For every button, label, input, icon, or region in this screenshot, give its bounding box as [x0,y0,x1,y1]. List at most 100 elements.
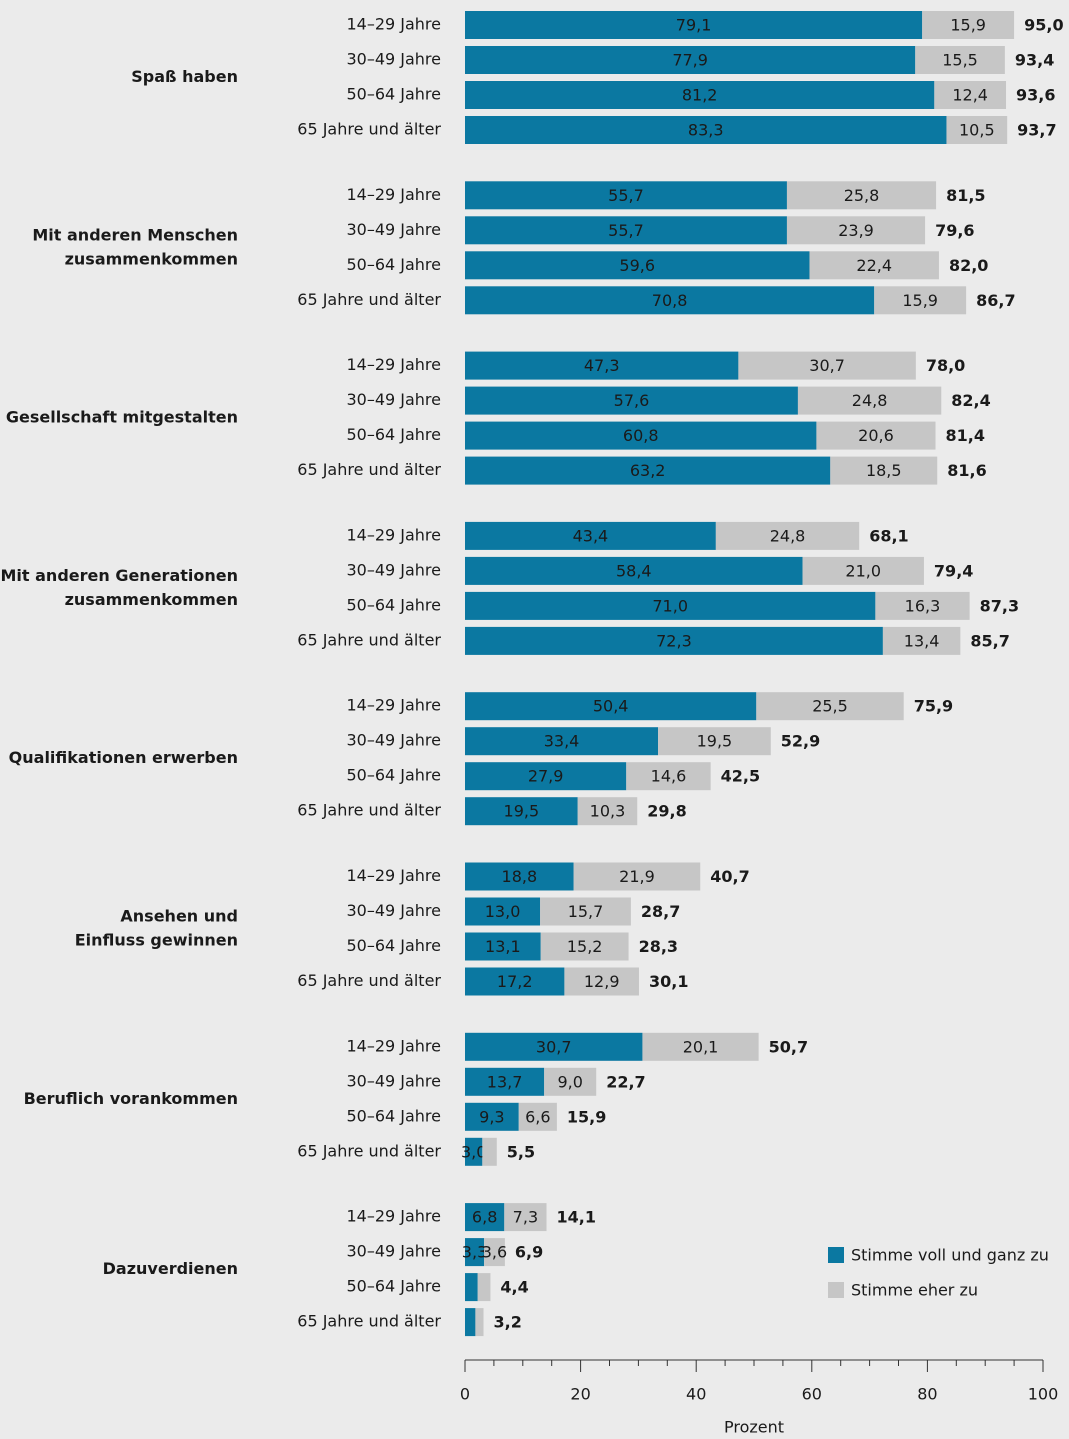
value-label: 7,3 [513,1208,538,1227]
bar-segment [475,1308,484,1337]
value-label: 83,3 [688,121,724,140]
value-label: 60,8 [623,426,659,445]
value-label: 16,3 [905,596,941,615]
total-label: 30,1 [649,972,688,991]
total-label: 52,9 [781,732,820,751]
bar-segment [465,81,935,109]
value-label: 3,6 [482,1243,507,1262]
value-label: 33,4 [544,732,580,751]
value-label: 13,0 [485,902,521,921]
total-label: 14,1 [556,1208,595,1227]
category-label: 50–64 Jahre [346,255,441,274]
value-label: 71,0 [652,596,688,615]
value-label: 20,6 [858,426,894,445]
category-label: 65 Jahre und älter [297,630,441,649]
group-label: Beruflich vorankommen [24,1089,238,1108]
value-label: 18,8 [502,867,538,886]
value-label: 59,6 [619,256,655,275]
bar-segment [465,386,798,415]
bar-segment [465,46,916,74]
category-label: 50–64 Jahre [346,936,441,955]
value-label: 13,4 [904,631,940,650]
bar-segment [934,81,1007,109]
total-label: 79,6 [935,221,974,240]
value-label: 63,2 [630,461,666,480]
value-label: 14,6 [651,767,687,786]
bar-segment [786,181,937,210]
x-tick-label: 40 [686,1385,706,1404]
value-label: 57,6 [614,391,650,410]
value-label: 55,7 [608,221,644,240]
value-label: 21,9 [619,867,655,886]
bar-segment [465,556,803,585]
value-label: 50,4 [593,697,629,716]
category-label: 30–49 Jahre [346,220,441,239]
value-label: 24,8 [770,526,806,545]
total-label: 93,7 [1017,121,1056,140]
bar-segment [465,692,757,721]
total-label: 6,9 [515,1243,543,1262]
bar-segment [465,1102,519,1131]
value-label: 12,9 [584,972,620,991]
category-label: 30–49 Jahre [346,560,441,579]
total-label: 3,2 [493,1313,521,1332]
total-label: 75,9 [914,697,953,716]
bar-segment [465,521,716,550]
bar-segment [465,727,659,756]
value-label: 6,6 [525,1107,550,1126]
category-label: 65 Jahre und älter [297,1141,441,1160]
value-label: 30,7 [809,356,845,375]
category-label: 50–64 Jahre [346,766,441,785]
value-label: 21,0 [845,561,881,580]
value-label: 79,1 [676,16,712,35]
value-label: 20,1 [683,1037,719,1056]
value-label: 58,4 [616,561,652,580]
value-label: 19,5 [697,732,733,751]
value-label: 47,3 [584,356,620,375]
bar-segment [465,897,541,926]
total-label: 5,5 [507,1142,535,1161]
category-label: 14–29 Jahre [346,1036,441,1055]
total-label: 93,4 [1015,51,1054,70]
category-label: 30–49 Jahre [346,731,441,750]
bar-segment [715,521,860,550]
bar-segment [482,1137,497,1166]
x-tick-label: 60 [802,1385,822,1404]
category-label: 65 Jahre und älter [297,1312,441,1331]
category-label: 30–49 Jahre [346,390,441,409]
value-label: 15,7 [568,902,604,921]
x-tick-label: 100 [1028,1385,1059,1404]
group-label: Einfluss gewinnen [75,931,238,950]
category-label: 14–29 Jahre [346,525,441,544]
value-label: 30,7 [536,1037,572,1056]
category-label: 14–29 Jahre [346,355,441,374]
bar-segment [465,456,831,485]
value-label: 3,3 [462,1243,487,1262]
total-label: 68,1 [869,526,908,545]
value-label: 72,3 [656,631,692,650]
bar-segment [465,286,875,315]
bar-segment [465,862,574,891]
x-tick-label: 20 [570,1385,590,1404]
value-label: 15,5 [942,51,978,70]
value-label: 10,3 [590,802,626,821]
group-label: Spaß haben [131,67,238,86]
total-label: 81,6 [947,461,986,480]
value-label: 13,1 [485,937,521,956]
value-label: 6,8 [472,1208,497,1227]
bar-segment [786,216,926,245]
category-label: 30–49 Jahre [346,901,441,920]
category-label: 14–29 Jahre [346,185,441,204]
group-label: Ansehen und [120,907,238,926]
bar-segment [504,1203,547,1232]
bar-segment [738,351,916,380]
category-label: 50–64 Jahre [346,595,441,614]
bar-segment [797,386,942,415]
bar-segment [465,1067,545,1096]
group-label: Dazuverdienen [103,1259,238,1278]
group-label: Mit anderen Menschen [32,225,238,244]
value-label: 70,8 [652,291,688,310]
bar-segment [465,251,810,280]
value-label: 18,5 [866,461,902,480]
